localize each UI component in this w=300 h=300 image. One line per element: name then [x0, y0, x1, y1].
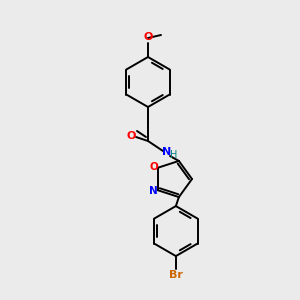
Text: H: H: [170, 150, 178, 160]
Text: Br: Br: [169, 270, 183, 280]
Text: O: O: [143, 32, 153, 42]
Text: N: N: [149, 186, 158, 196]
Text: O: O: [149, 162, 158, 172]
Text: O: O: [126, 131, 136, 141]
Text: N: N: [162, 147, 172, 157]
